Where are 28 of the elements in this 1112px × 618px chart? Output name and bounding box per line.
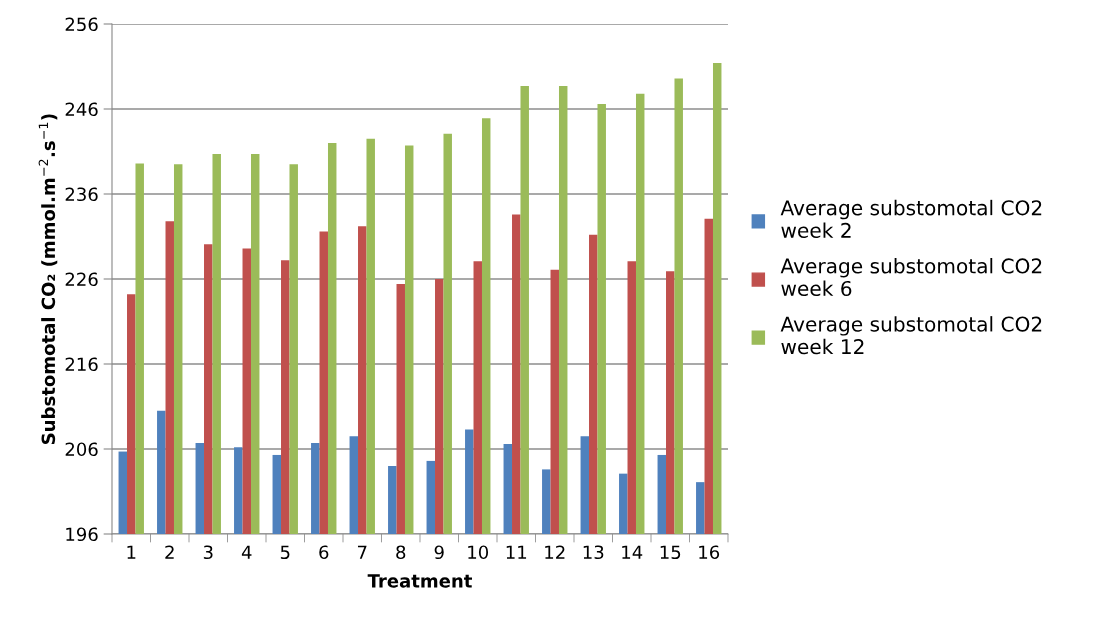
y-tick-label: 246 bbox=[65, 102, 98, 117]
x-axis-title: Treatment bbox=[367, 574, 473, 588]
y-tick-label: 226 bbox=[65, 272, 98, 287]
y-tick-label: 216 bbox=[65, 357, 98, 372]
y-tick-label: 256 bbox=[65, 17, 98, 32]
legend-label: Average substomotal CO2 week 2 bbox=[780, 199, 1042, 238]
y-tick-label: 196 bbox=[66, 527, 98, 542]
x-tick-label: 3 bbox=[203, 545, 213, 560]
x-tick-label: 11 bbox=[506, 545, 527, 559]
legend-label: Average substomotal CO2 week 12 bbox=[780, 316, 1042, 355]
y-tick-label: 206 bbox=[65, 442, 98, 457]
x-tick-label: 13 bbox=[583, 545, 604, 560]
x-tick-label: 15 bbox=[660, 545, 681, 560]
legend-label: Average substomotal CO2 week 6 bbox=[780, 257, 1042, 297]
x-tick-label: 4 bbox=[241, 545, 252, 559]
x-tick-label: 10 bbox=[468, 545, 489, 560]
x-tick-label: 16 bbox=[699, 545, 720, 560]
x-tick-label: 9 bbox=[434, 545, 444, 560]
x-tick-label: 1 bbox=[127, 545, 136, 559]
x-tick-label: 2 bbox=[165, 545, 174, 559]
x-tick-label: 7 bbox=[357, 545, 367, 559]
x-tick-label: 12 bbox=[545, 545, 565, 559]
y-axis-title: Substomotal CO₂ (mmol.m$^{−2}$.s$^{−1}$) bbox=[38, 114, 58, 444]
x-tick-label: 6 bbox=[319, 545, 329, 560]
x-tick-label: 5 bbox=[280, 545, 290, 560]
y-tick-label: 236 bbox=[65, 187, 98, 202]
x-tick-label: 14 bbox=[622, 545, 643, 559]
x-tick-label: 8 bbox=[396, 545, 406, 560]
